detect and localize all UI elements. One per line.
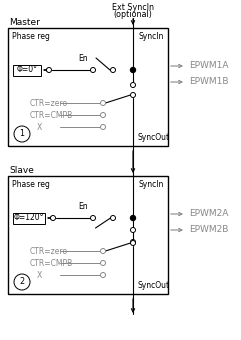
Text: (optional): (optional) — [114, 10, 153, 19]
Circle shape — [14, 126, 30, 142]
Text: 1: 1 — [20, 130, 25, 138]
Circle shape — [130, 92, 135, 98]
Text: Φ=0°: Φ=0° — [16, 66, 38, 74]
Circle shape — [130, 68, 135, 72]
Text: CTR=zero: CTR=zero — [30, 246, 68, 255]
Circle shape — [100, 101, 106, 105]
Circle shape — [100, 124, 106, 130]
Text: Phase reg: Phase reg — [12, 32, 50, 41]
Circle shape — [47, 68, 52, 72]
Text: EPWM1A: EPWM1A — [189, 62, 228, 70]
Circle shape — [111, 68, 115, 72]
Circle shape — [100, 260, 106, 266]
Text: Ext SyncIn: Ext SyncIn — [112, 3, 154, 12]
Text: Master: Master — [9, 18, 40, 27]
Text: CTR=CMPB: CTR=CMPB — [30, 258, 73, 268]
Text: EPWM2B: EPWM2B — [189, 225, 228, 235]
Text: Slave: Slave — [9, 166, 34, 175]
Text: X: X — [37, 271, 42, 279]
Text: En: En — [78, 202, 88, 211]
Circle shape — [51, 216, 55, 221]
Text: SyncOut: SyncOut — [137, 281, 169, 290]
Text: En: En — [78, 54, 88, 63]
Text: SyncIn: SyncIn — [139, 32, 164, 41]
Text: CTR=zero: CTR=zero — [30, 99, 68, 107]
Circle shape — [130, 227, 135, 233]
Text: 2: 2 — [20, 277, 25, 287]
Text: Φ=120°: Φ=120° — [14, 214, 44, 222]
Text: SyncOut: SyncOut — [137, 133, 169, 142]
Circle shape — [130, 240, 135, 245]
Circle shape — [100, 113, 106, 118]
Circle shape — [91, 216, 95, 221]
Text: X: X — [37, 122, 42, 132]
Circle shape — [130, 216, 135, 221]
Bar — [13, 65, 41, 75]
Text: CTR=CMPB: CTR=CMPB — [30, 110, 73, 119]
Text: SyncIn: SyncIn — [139, 180, 164, 189]
Circle shape — [100, 272, 106, 277]
Circle shape — [100, 249, 106, 254]
Text: Phase reg: Phase reg — [12, 180, 50, 189]
Text: EPWM1B: EPWM1B — [189, 78, 228, 86]
Bar — [8, 28, 168, 146]
Text: EPWM2A: EPWM2A — [189, 209, 228, 219]
Circle shape — [14, 274, 30, 290]
Circle shape — [130, 83, 135, 87]
Bar — [8, 176, 168, 294]
Bar — [13, 212, 45, 223]
Circle shape — [111, 216, 115, 221]
Circle shape — [91, 68, 95, 72]
Circle shape — [130, 239, 135, 244]
